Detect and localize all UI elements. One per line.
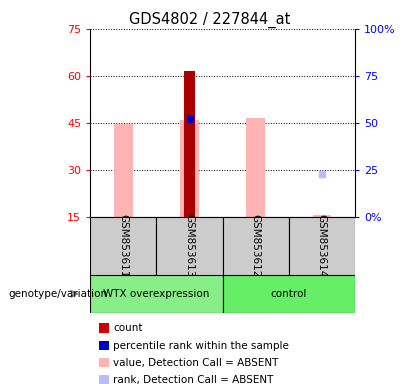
- Text: percentile rank within the sample: percentile rank within the sample: [113, 341, 289, 351]
- Bar: [223, 275, 355, 313]
- Bar: [156, 217, 223, 275]
- Bar: [312, 215, 331, 217]
- Text: GSM853612: GSM853612: [251, 214, 261, 278]
- Text: GSM853611: GSM853611: [118, 214, 129, 278]
- Text: rank, Detection Call = ABSENT: rank, Detection Call = ABSENT: [113, 375, 274, 384]
- Text: GDS4802 / 227844_at: GDS4802 / 227844_at: [129, 12, 291, 28]
- Bar: [114, 124, 133, 217]
- Text: WTX overexpression: WTX overexpression: [103, 289, 210, 299]
- Text: control: control: [270, 289, 307, 299]
- Bar: [90, 217, 156, 275]
- Bar: [180, 120, 199, 217]
- Bar: [223, 217, 289, 275]
- Text: GSM853614: GSM853614: [317, 214, 327, 278]
- Bar: [247, 118, 265, 217]
- Text: GSM853613: GSM853613: [184, 214, 194, 278]
- Bar: [90, 275, 223, 313]
- Text: count: count: [113, 323, 143, 333]
- Text: value, Detection Call = ABSENT: value, Detection Call = ABSENT: [113, 358, 279, 368]
- Bar: [289, 217, 355, 275]
- Bar: [184, 71, 195, 217]
- Text: genotype/variation: genotype/variation: [8, 289, 108, 299]
